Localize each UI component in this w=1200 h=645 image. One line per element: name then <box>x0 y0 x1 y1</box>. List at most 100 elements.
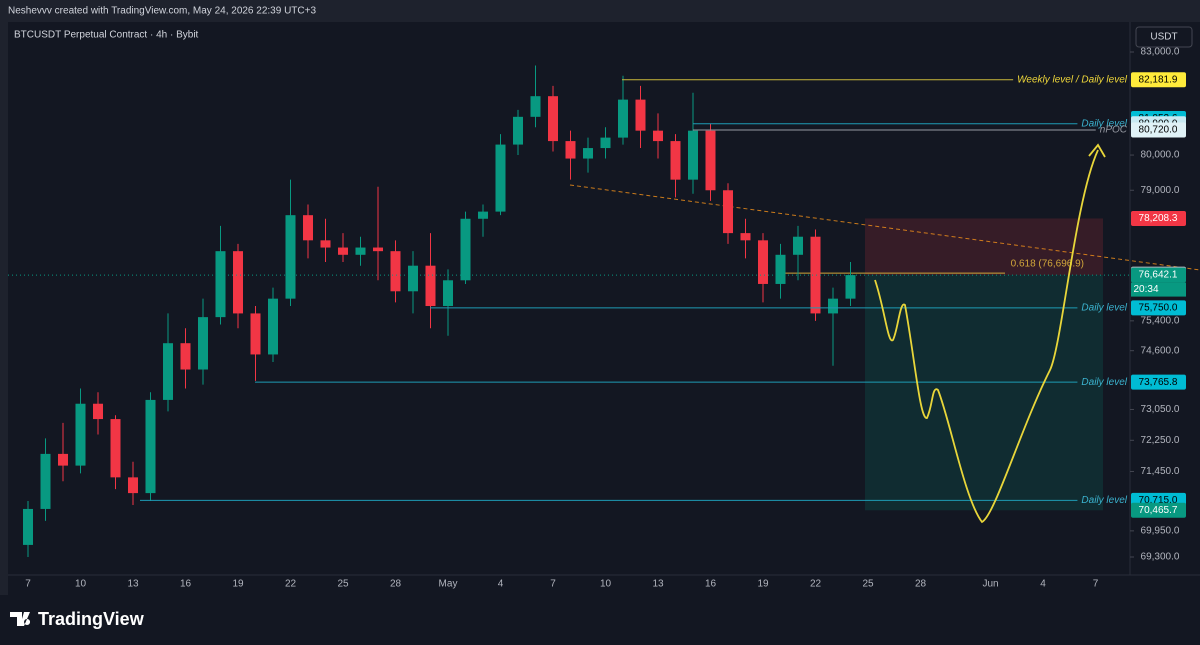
y-tick-label: 75,400.0 <box>1141 315 1180 326</box>
candle-body <box>460 218 471 281</box>
price-badge <box>1131 374 1186 390</box>
x-tick-label: 19 <box>232 579 244 590</box>
candle-body <box>355 247 366 255</box>
candle-body <box>285 215 296 299</box>
brand: TradingView <box>38 609 145 629</box>
price-badge <box>1131 300 1186 316</box>
y-tick-label: 79,000.0 <box>1141 185 1180 196</box>
candle-body <box>373 247 383 252</box>
footer-bar <box>0 595 1200 645</box>
x-tick-label: 4 <box>1040 579 1046 590</box>
candle-body <box>565 141 576 159</box>
y-tick-label: 73,050.0 <box>1141 404 1180 415</box>
candle-body <box>163 343 173 400</box>
candle-body <box>758 240 768 284</box>
candle-body <box>723 190 733 234</box>
price-badge-label: 73,765.8 <box>1139 377 1178 388</box>
price-badge-label: 78,208.3 <box>1139 213 1178 224</box>
candle-body <box>548 96 558 142</box>
x-tick-label: 22 <box>285 579 297 590</box>
x-tick-label: 7 <box>1093 579 1099 590</box>
candle-body <box>320 240 331 248</box>
y-tick-label: 72,250.0 <box>1141 435 1180 446</box>
candle-body <box>845 275 856 299</box>
candle-body <box>390 251 401 292</box>
price-badge-label: 75,750.0 <box>1139 303 1178 314</box>
currency-button[interactable] <box>1135 26 1193 48</box>
candle-body <box>670 141 681 180</box>
price-badge <box>1131 502 1186 518</box>
countdown-badge <box>1131 282 1186 297</box>
currency-label[interactable]: USDT <box>1150 32 1177 43</box>
candle-body <box>40 453 51 509</box>
candle-body <box>303 215 313 241</box>
candle-body <box>215 251 226 318</box>
candle-body <box>443 280 453 307</box>
target-zone <box>865 275 1103 511</box>
trend-line <box>569 184 1200 271</box>
chart-title: BTCUSDT Perpetual Contract · 4h · Bybit <box>14 30 199 41</box>
candle-body <box>600 137 611 149</box>
candle-body <box>810 236 821 314</box>
y-tick-label: 71,450.0 <box>1141 466 1180 477</box>
candle-body <box>180 343 191 370</box>
header-text: Neshevvv created with TradingView.com, M… <box>8 6 316 17</box>
y-tick-label: 83,000.0 <box>1141 47 1180 58</box>
candle-body <box>688 130 698 180</box>
level-name: Daily level <box>1081 118 1127 129</box>
candle-body <box>478 211 488 219</box>
candle-body <box>635 99 646 131</box>
y-tick-label: 69,950.0 <box>1141 526 1180 537</box>
candle-body <box>513 116 523 145</box>
fib-label: 0.618 (76,696.9) <box>1011 259 1084 270</box>
candle-body <box>338 247 348 255</box>
candle-body <box>828 298 838 314</box>
candle-body <box>653 130 663 142</box>
x-tick-label: 13 <box>127 579 139 590</box>
x-tick-label: 13 <box>652 579 664 590</box>
x-tick-label: 4 <box>498 579 504 590</box>
candle-body <box>145 399 156 494</box>
y-tick-label: 74,600.0 <box>1141 345 1180 356</box>
price-badge-label: 70,715.0 <box>1139 495 1178 506</box>
candle-body <box>740 233 751 241</box>
level-name: Daily level <box>1081 377 1127 388</box>
candle-body <box>58 453 68 466</box>
candle-body <box>198 317 208 370</box>
x-tick-label: 10 <box>75 579 87 590</box>
candle-body <box>110 419 121 478</box>
level-name: Weekly level / Daily level <box>1017 74 1128 85</box>
candle-body <box>495 144 506 212</box>
price-badge-label: 76,642.1 <box>1139 270 1178 281</box>
price-badge-label: 82,181.9 <box>1139 74 1178 85</box>
logo-mark <box>10 612 31 626</box>
price-badge <box>1131 122 1186 138</box>
price-badge-label: 70,465.7 <box>1139 505 1178 516</box>
level-name: nPOC <box>1100 125 1128 136</box>
x-tick-label: 28 <box>390 579 402 590</box>
chart-pane <box>8 22 1200 595</box>
candle-body <box>268 298 278 355</box>
price-badge <box>1131 72 1186 88</box>
x-tick-label: 16 <box>705 579 717 590</box>
x-tick-label: May <box>439 579 458 590</box>
candle-body <box>128 477 138 494</box>
price-badge-label: 80,720.0 <box>1139 125 1178 136</box>
candle-body <box>705 130 716 191</box>
candle-body <box>618 99 628 138</box>
candle-body <box>530 96 541 117</box>
price-badge <box>1131 267 1186 283</box>
countdown-label: 20:34 <box>1133 284 1158 295</box>
stop-zone <box>865 218 1103 276</box>
candle-body <box>408 265 418 292</box>
candle-body <box>233 251 243 314</box>
x-tick-label: 16 <box>180 579 192 590</box>
candle-body <box>793 236 803 255</box>
y-tick-label: 80,000.0 <box>1141 150 1180 161</box>
candle-body <box>23 508 33 545</box>
tv-logo: TradingView <box>10 609 145 629</box>
candle-body <box>775 254 786 284</box>
candle-body <box>425 265 436 307</box>
